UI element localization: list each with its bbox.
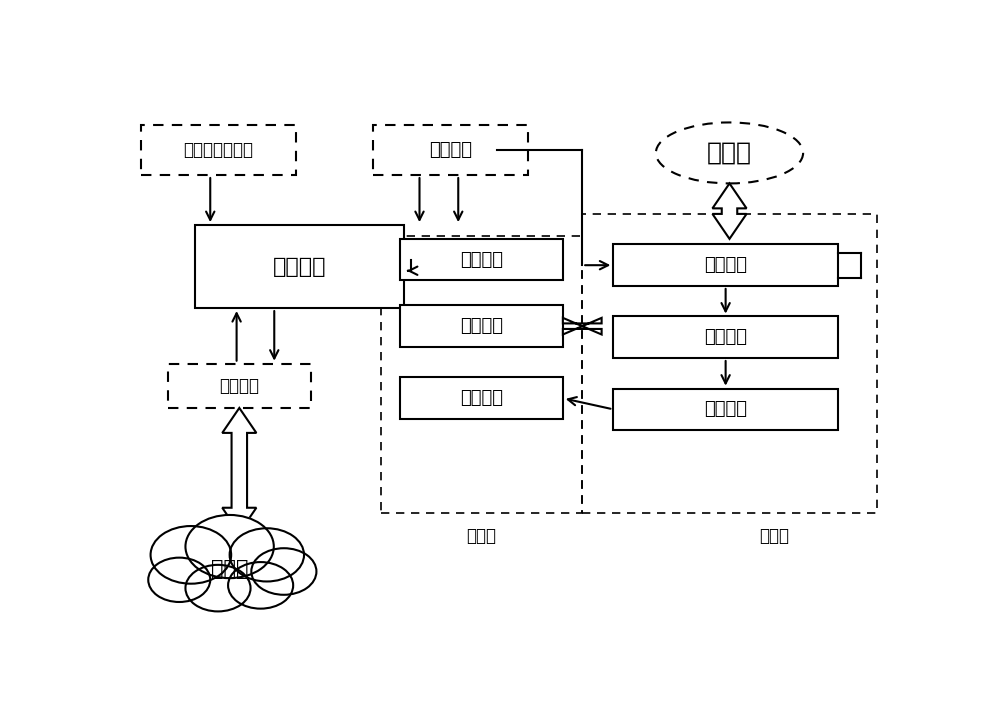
Text: 温湿度等传感器: 温湿度等传感器 [183, 141, 253, 159]
Text: 模式切换: 模式切换 [704, 328, 747, 346]
Text: 数据搜集: 数据搜集 [273, 256, 326, 276]
Polygon shape [712, 184, 747, 239]
Circle shape [151, 526, 231, 584]
Text: 互联网: 互联网 [211, 559, 248, 579]
Polygon shape [563, 318, 602, 335]
Bar [613, 244, 838, 286]
Bar [373, 125, 528, 175]
Text: 菜单选项: 菜单选项 [460, 251, 503, 269]
Text: 显示信息: 显示信息 [460, 390, 503, 408]
Circle shape [228, 562, 293, 608]
Text: 无线网卡: 无线网卡 [219, 377, 259, 395]
Ellipse shape [656, 122, 803, 184]
Circle shape [185, 565, 251, 611]
Bar [195, 225, 404, 308]
Bar [381, 236, 582, 513]
Bar [168, 364, 311, 408]
Bar [613, 389, 838, 430]
Bar [140, 125, 296, 175]
Text: 存储器: 存储器 [707, 141, 752, 165]
Text: 处理器: 处理器 [759, 527, 789, 545]
Polygon shape [222, 408, 256, 533]
Bar [613, 317, 838, 358]
Text: 触摸屏: 触摸屏 [466, 527, 496, 545]
Bar [582, 214, 877, 513]
Bar [400, 377, 563, 419]
Circle shape [185, 515, 274, 578]
Circle shape [148, 557, 210, 602]
Circle shape [251, 548, 316, 595]
Bar [400, 305, 563, 347]
Text: 响铃提醒: 响铃提醒 [704, 400, 747, 418]
Text: 计时装置: 计时装置 [429, 141, 472, 159]
Bar [400, 239, 563, 280]
Circle shape [230, 528, 304, 582]
Text: 用户选择: 用户选择 [460, 318, 503, 336]
Text: 数据处理: 数据处理 [704, 256, 747, 274]
